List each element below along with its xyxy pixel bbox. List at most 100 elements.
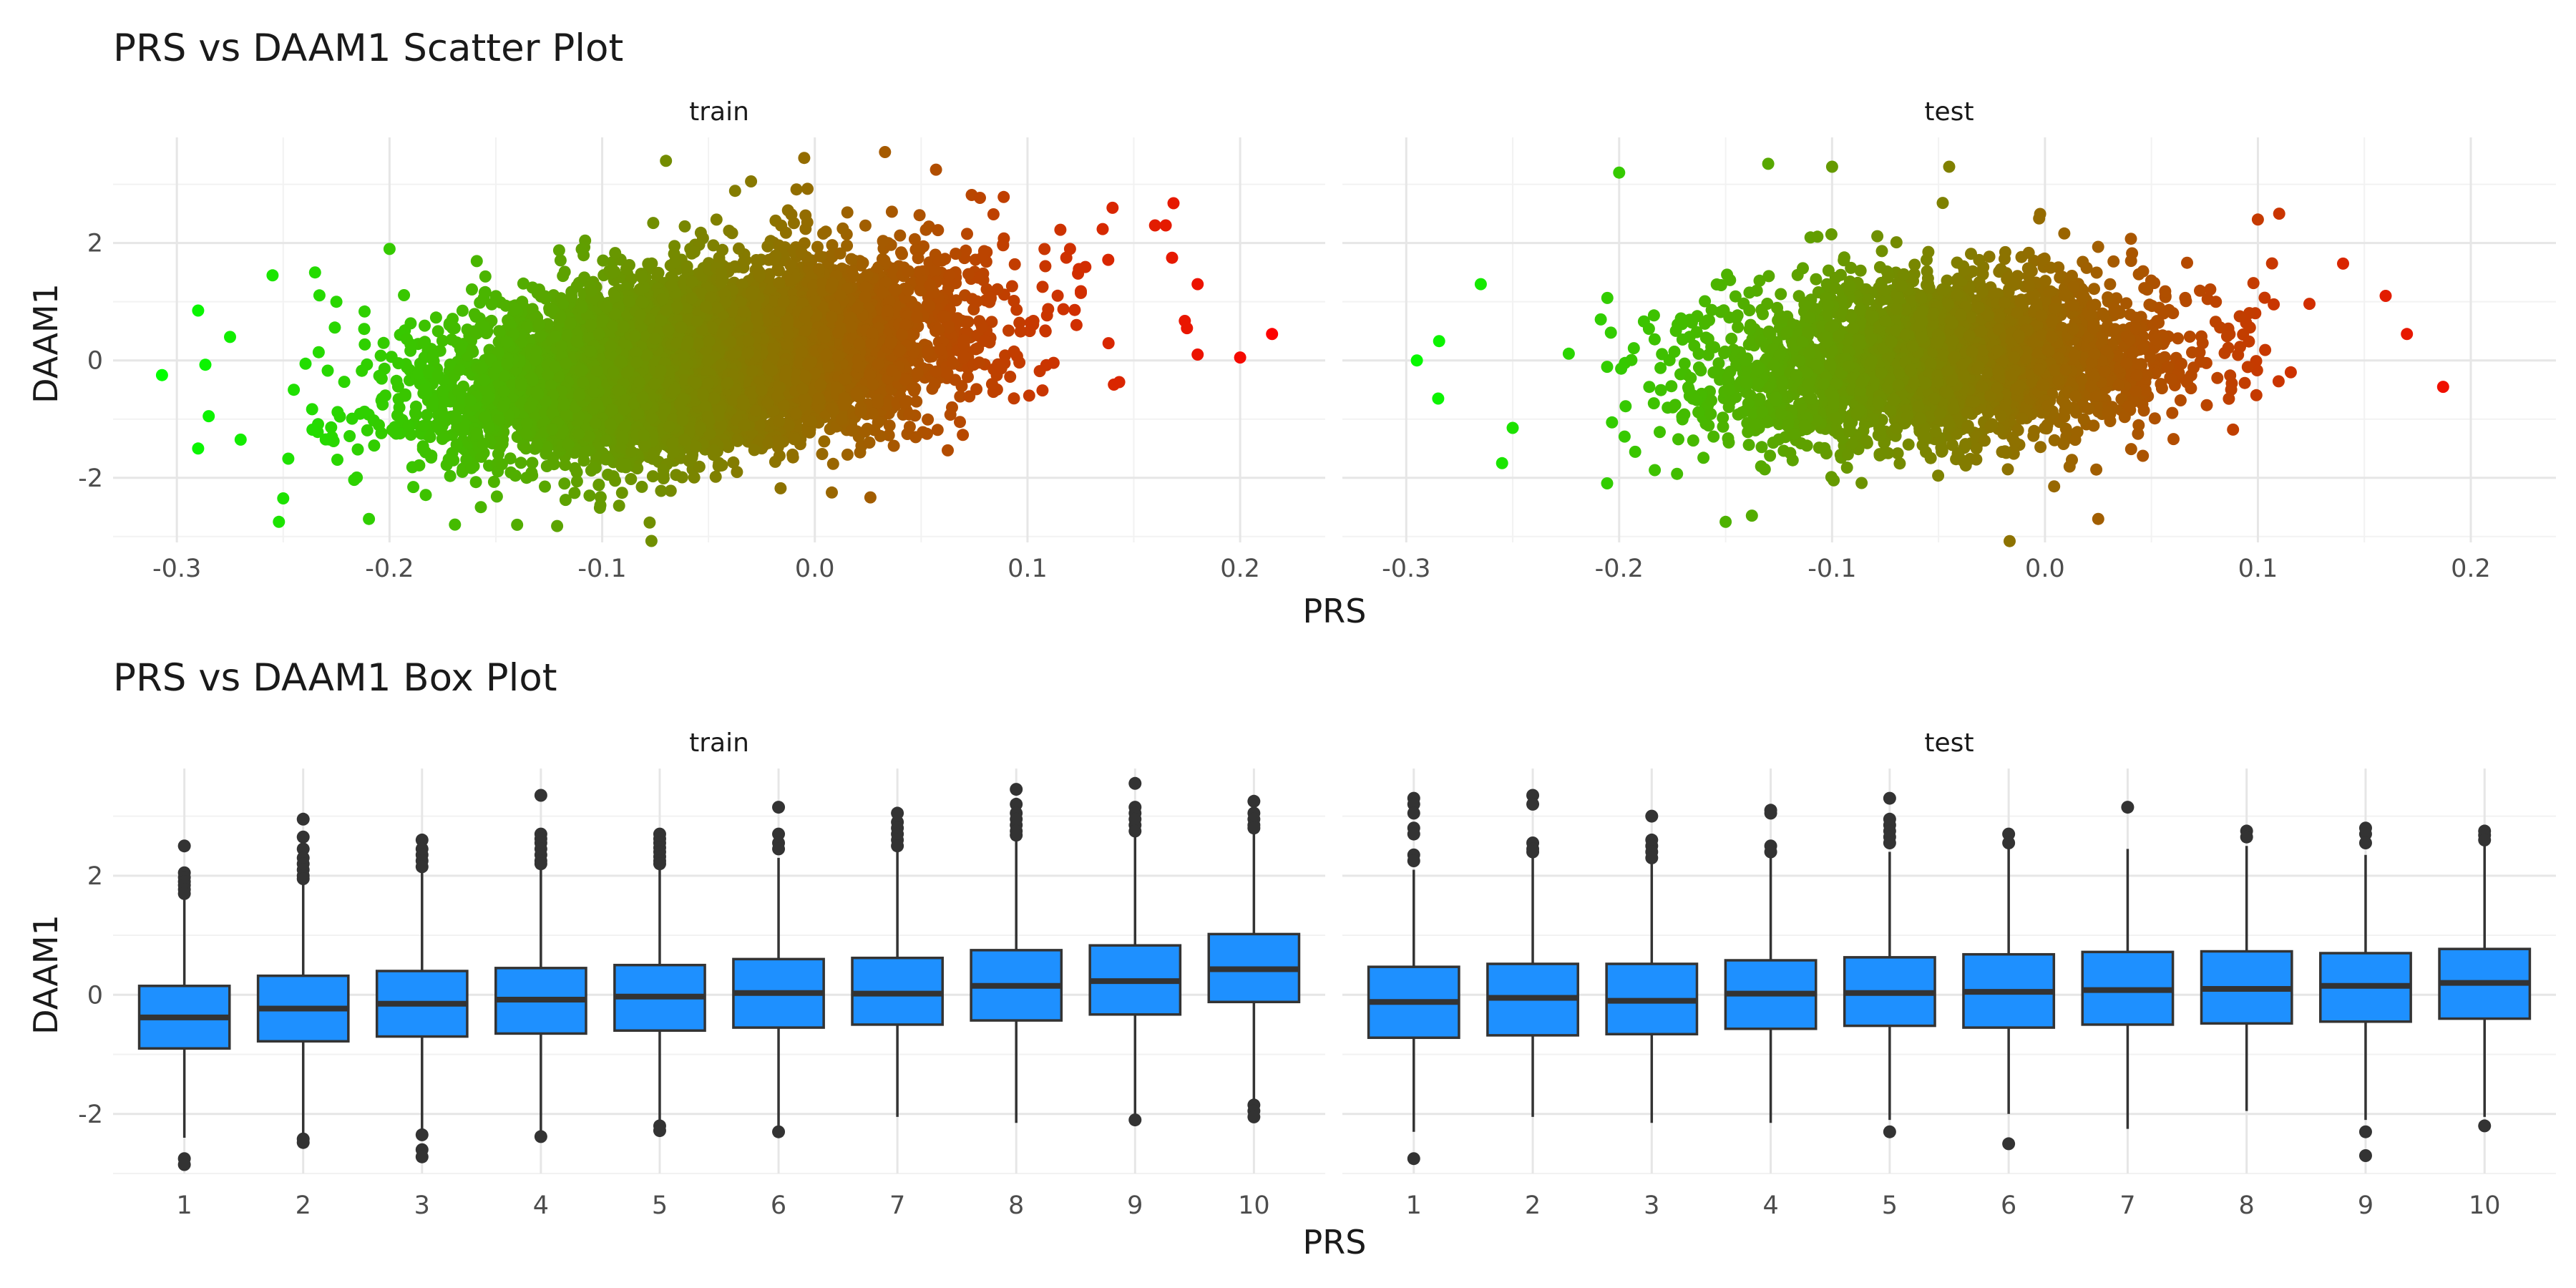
scatter-point <box>1039 260 1052 273</box>
scatter-point <box>845 253 858 265</box>
scatter-point <box>668 248 680 260</box>
scatter-point <box>429 311 442 324</box>
scatter-plot-title: PRS vs DAAM1 Scatter Plot <box>113 26 623 70</box>
scatter-point <box>358 323 371 336</box>
scatter-point <box>645 535 658 547</box>
scatter-point <box>723 225 736 237</box>
scatter-point <box>841 448 854 461</box>
scatter-point <box>643 516 656 529</box>
scatter-point <box>526 457 539 469</box>
scatter-point <box>903 421 916 433</box>
scatter-point <box>558 265 571 278</box>
scatter-point <box>426 349 439 362</box>
scatter-point <box>613 499 625 512</box>
scatter-point <box>1014 325 1027 338</box>
scatter-point <box>957 429 970 441</box>
scatter-point <box>419 319 431 332</box>
scatter-point <box>436 432 449 445</box>
scatter-point <box>928 378 941 391</box>
scatter-section: PRS vs DAAM1 Scatter Plot train test -2 0… <box>26 26 2556 630</box>
scatter-point <box>786 448 799 461</box>
scatter-point <box>1005 280 1018 293</box>
scatter-point <box>306 403 318 416</box>
scatter-point <box>675 471 688 484</box>
scatter-point <box>816 448 829 460</box>
scatter-x-tick-label: -0.3 <box>152 555 201 583</box>
scatter-point <box>970 295 983 308</box>
scatter-point <box>1042 303 1055 316</box>
scatter-point <box>456 304 469 317</box>
scatter-point <box>1008 345 1020 358</box>
scatter-point <box>1102 253 1115 266</box>
scatter-point <box>799 223 812 235</box>
scatter-point <box>819 225 832 238</box>
scatter-point <box>1008 392 1020 405</box>
scatter-point <box>547 458 560 471</box>
scatter-point <box>474 501 487 514</box>
scatter-point <box>1038 243 1051 255</box>
scatter-point <box>894 229 907 242</box>
scatter-point <box>436 385 449 398</box>
scatter-point <box>398 289 411 301</box>
scatter-point <box>753 270 766 283</box>
scatter-strip-test: test <box>1924 97 1974 127</box>
scatter-point <box>859 425 872 438</box>
scatter-point <box>887 439 900 452</box>
scatter-point <box>470 255 483 268</box>
scatter-point <box>1070 318 1083 331</box>
scatter-point <box>431 325 444 338</box>
scatter-y-tick-label: -2 <box>78 464 103 493</box>
scatter-point <box>607 470 620 483</box>
scatter-point <box>664 484 677 497</box>
scatter-point <box>597 254 610 267</box>
scatter-point <box>404 338 417 351</box>
scatter-point <box>863 436 876 449</box>
scatter-point <box>818 435 831 448</box>
scatter-point <box>728 185 741 197</box>
scatter-point <box>950 248 962 260</box>
scatter-point <box>331 406 344 419</box>
scatter-x-tick-label: 0.2 <box>1220 555 1260 583</box>
scatter-point <box>490 490 503 503</box>
scatter-point <box>514 457 527 469</box>
scatter-point <box>368 439 381 452</box>
scatter-point <box>1023 389 1035 402</box>
scatter-point <box>609 247 622 260</box>
scatter-point <box>930 365 942 378</box>
scatter-point <box>568 487 581 499</box>
scatter-point <box>854 446 867 459</box>
scatter-point <box>657 469 670 482</box>
scatter-x-tick-label: -0.2 <box>365 555 414 583</box>
scatter-point <box>779 226 792 239</box>
scatter-point <box>343 430 356 442</box>
scatter-point <box>1068 303 1081 316</box>
scatter-point <box>1113 376 1126 389</box>
scatter-point <box>331 454 343 466</box>
scatter-point <box>583 489 596 502</box>
scatter-point <box>710 213 723 226</box>
scatter-point <box>299 357 312 370</box>
scatter-point <box>908 233 921 245</box>
scatter-point <box>997 190 1010 203</box>
scatter-point <box>1051 289 1064 302</box>
scatter-x-tick-label: -0.1 <box>577 555 626 583</box>
scatter-strip-train: train <box>689 97 749 127</box>
scatter-y-tick-label: 2 <box>87 230 103 258</box>
scatter-point <box>883 419 896 432</box>
scatter-point <box>358 305 371 318</box>
scatter-x-tick-label: 0.0 <box>795 555 835 583</box>
scatter-point <box>479 270 492 283</box>
scatter-point <box>615 487 628 499</box>
scatter-point <box>444 469 457 482</box>
scatter-point <box>987 208 1000 220</box>
scatter-point <box>450 438 463 451</box>
scatter-point <box>1057 303 1070 316</box>
scatter-point <box>469 476 482 489</box>
scatter-panel-train: -202-0.3 -0.2 -0.1 0.0 0.1 0.2 <box>78 137 1325 583</box>
scatter-point <box>328 321 341 334</box>
scatter-point <box>474 362 487 375</box>
scatter-point <box>642 258 655 270</box>
scatter-point <box>449 518 462 531</box>
scatter-point <box>1036 384 1049 397</box>
